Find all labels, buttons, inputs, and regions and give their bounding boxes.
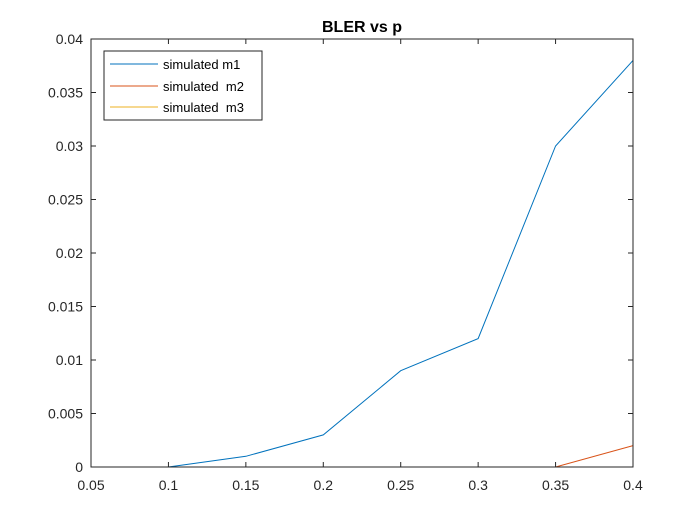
x-axis-ticks: 0.05 0.1 0.15 0.2 0.25 0.3 0.35 0.4	[77, 39, 643, 493]
legend-label-m3: simulated m3	[163, 100, 244, 115]
x-tick-label: 0.15	[232, 477, 259, 493]
x-tick-label: 0.25	[387, 477, 414, 493]
y-tick-label: 0	[75, 459, 83, 475]
series-line-1	[168, 60, 634, 468]
y-tick-label: 0.025	[48, 192, 83, 208]
x-tick-label: 0.05	[77, 477, 104, 493]
y-axis-ticks: 0 0.005 0.01 0.015 0.02 0.025 0.03 0.035 0.04	[48, 31, 633, 475]
x-tick-label: 0.1	[159, 477, 179, 493]
x-tick-label: 0.35	[542, 477, 569, 493]
legend-label-m1: simulated m1	[163, 57, 240, 72]
x-tick-label: 0.4	[623, 477, 643, 493]
legend: simulated m1 simulated m2 simulated m3	[103, 50, 263, 121]
y-tick-label: 0.015	[48, 299, 83, 315]
legend-label-m2: simulated m2	[163, 79, 244, 94]
y-tick-label: 0.03	[56, 138, 83, 154]
x-tick-label: 0.3	[468, 477, 488, 493]
legend-entry: simulated m2	[110, 79, 244, 94]
legend-entry: simulated m3	[110, 100, 244, 115]
y-tick-label: 0.01	[56, 352, 83, 368]
y-tick-label: 0.04	[56, 31, 83, 47]
y-tick-label: 0.035	[48, 85, 83, 101]
chart-title: BLER vs p	[322, 19, 402, 36]
y-tick-label: 0.005	[48, 406, 83, 422]
legend-entry: simulated m1	[110, 57, 240, 72]
x-tick-label: 0.2	[314, 477, 334, 493]
y-tick-label: 0.02	[56, 245, 83, 261]
